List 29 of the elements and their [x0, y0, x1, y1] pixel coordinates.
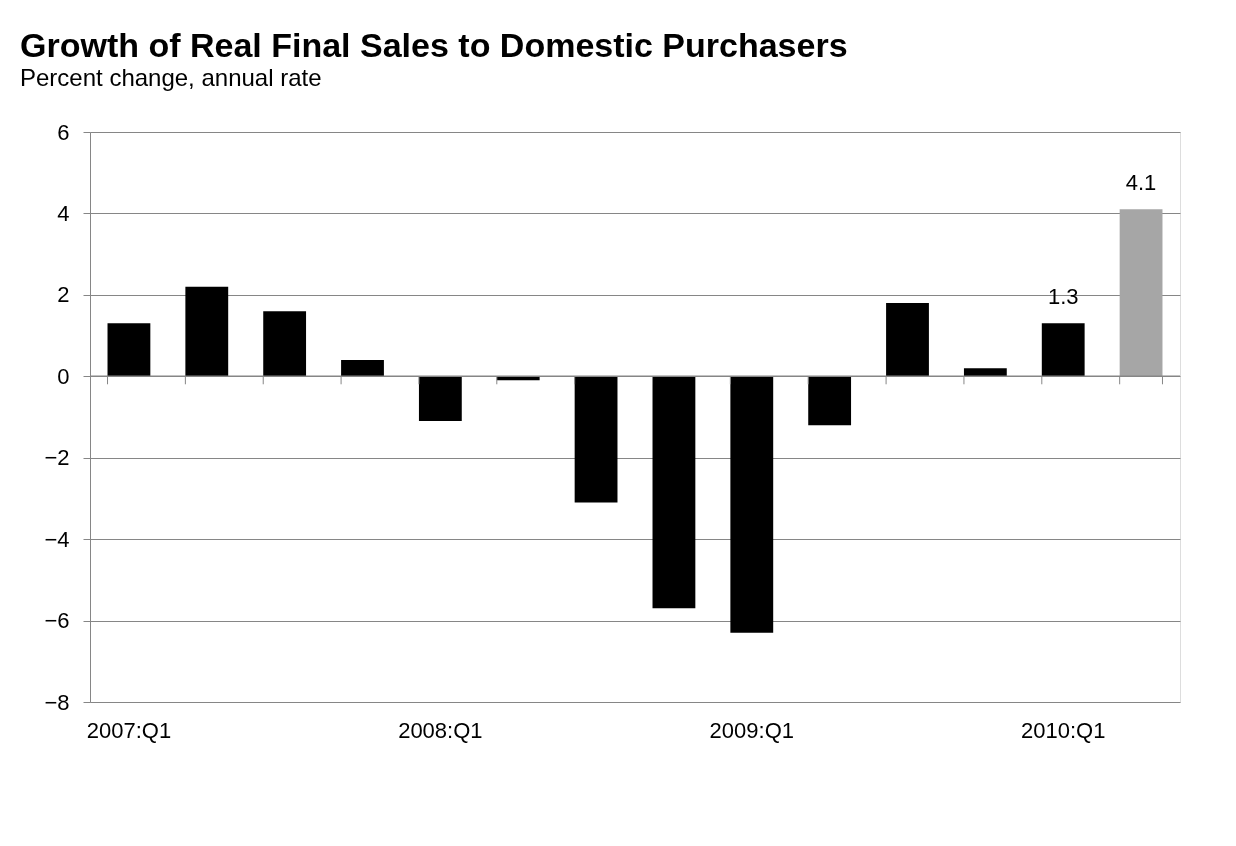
x-tick-label: 2009:Q1: [709, 717, 794, 743]
y-tick-label: 0: [57, 363, 70, 389]
bar: [963, 368, 1007, 377]
data-label: 4.1: [1125, 170, 1157, 196]
bar: [1041, 323, 1085, 377]
bar: [886, 303, 929, 377]
bar: [574, 376, 618, 503]
y-tick-label: −4: [44, 526, 70, 552]
data-label: 1.3: [1047, 284, 1079, 310]
y-tick-label: 2: [57, 282, 70, 308]
x-tick-label: 2007:Q1: [86, 717, 172, 743]
bar: [341, 360, 384, 377]
y-tick-label: 4: [57, 200, 70, 226]
bar: [418, 376, 462, 422]
x-tick-label: 2010:Q1: [1021, 717, 1106, 743]
bar: [730, 376, 774, 633]
bar: [652, 376, 696, 609]
chart-title: Growth of Real Final Sales to Domestic Purchasers: [20, 26, 848, 64]
bar: [808, 376, 852, 426]
y-tick-label: 6: [57, 119, 70, 145]
bar: [185, 286, 229, 377]
bar: [107, 323, 151, 377]
bar: [1119, 209, 1163, 377]
chart-subtitle: Percent change, annual rate: [20, 64, 322, 91]
y-tick-label: −8: [44, 689, 70, 715]
bar: [263, 311, 307, 377]
y-tick-label: −6: [44, 608, 70, 634]
y-tick-label: −2: [44, 445, 70, 471]
x-tick-label: 2008:Q1: [398, 717, 483, 743]
